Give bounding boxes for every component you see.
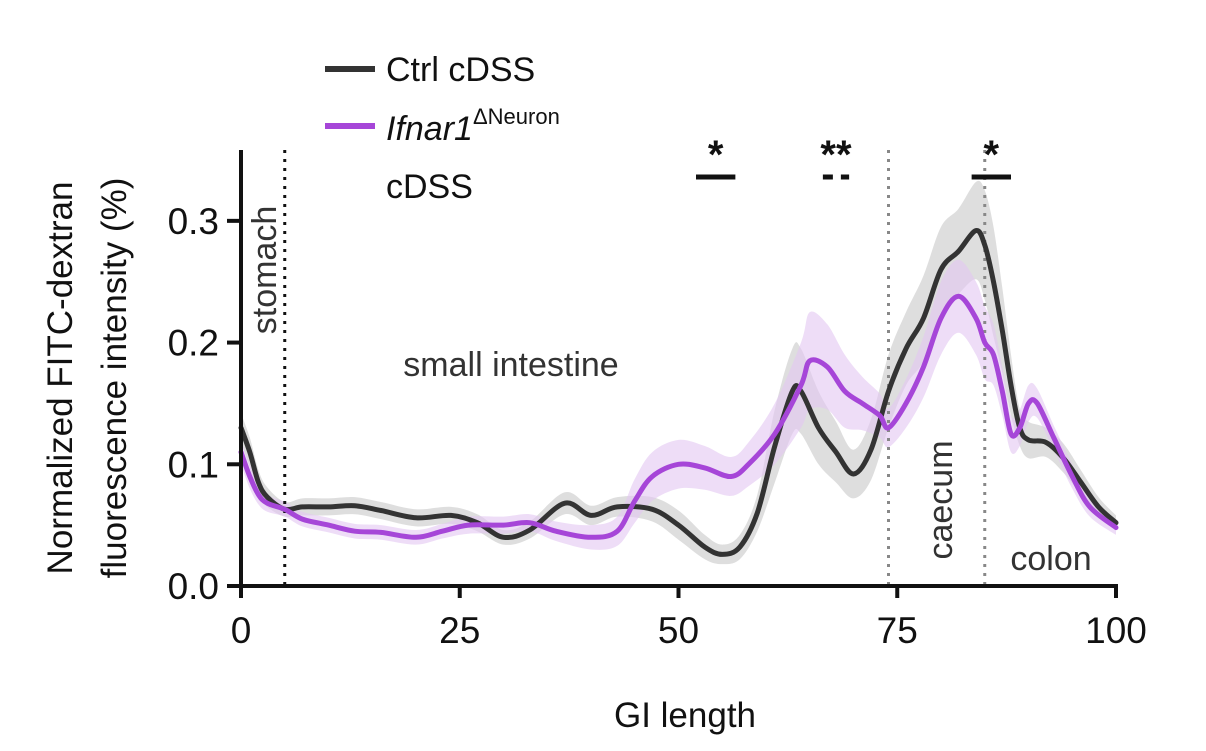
x-tick-label: 75	[877, 610, 918, 651]
error-band-ifnar	[241, 259, 1116, 550]
x-tick-label: 50	[658, 610, 699, 651]
series-lines	[238, 228, 1119, 557]
y-tick-label: 0.2	[168, 323, 219, 364]
significance-label: *	[708, 133, 724, 177]
error-bands	[241, 180, 1116, 565]
region-label-stomach: stomach	[246, 206, 284, 335]
x-ticks: 0 25 50 75 100	[231, 586, 1147, 651]
significance-label: *	[984, 133, 1000, 177]
series-line-ctrl	[238, 228, 1119, 557]
y-tick-label: 0.1	[168, 444, 219, 485]
region-boundaries	[283, 150, 987, 586]
legend-label-ifnar-gene: Ifnar1	[386, 110, 473, 148]
y-axis-title-line1: Normalized FITC-dextran	[41, 182, 80, 575]
legend-label-ifnar-sup: ΔNeuron	[473, 104, 560, 129]
x-tick-label: 100	[1085, 610, 1147, 651]
x-tick-label: 0	[231, 610, 252, 651]
x-tick-label: 25	[439, 610, 480, 651]
region-label-caecum: caecum	[922, 440, 960, 559]
region-label-colon: colon	[1010, 540, 1091, 578]
significance-markers: * ** *	[696, 133, 1011, 180]
y-axis-title-line2: fluorescence intensity (%)	[95, 178, 134, 579]
y-tick-label: 0.0	[168, 566, 219, 607]
region-label-small-intestine: small intestine	[403, 346, 618, 384]
legend-label-ifnar: Ifnar1ΔNeuron	[386, 104, 560, 148]
legend-label-ifnar-line2: cDSS	[386, 168, 473, 206]
legend: Ctrl cDSS Ifnar1ΔNeuron cDSS	[325, 51, 560, 206]
series-line-ifnar	[238, 293, 1119, 540]
significance-label: **	[820, 133, 852, 177]
x-axis-title: GI length	[614, 696, 756, 735]
legend-label-ctrl: Ctrl cDSS	[386, 51, 535, 89]
y-tick-label: 0.3	[168, 201, 219, 242]
y-ticks: 0.0 0.1 0.2 0.3	[168, 201, 241, 607]
